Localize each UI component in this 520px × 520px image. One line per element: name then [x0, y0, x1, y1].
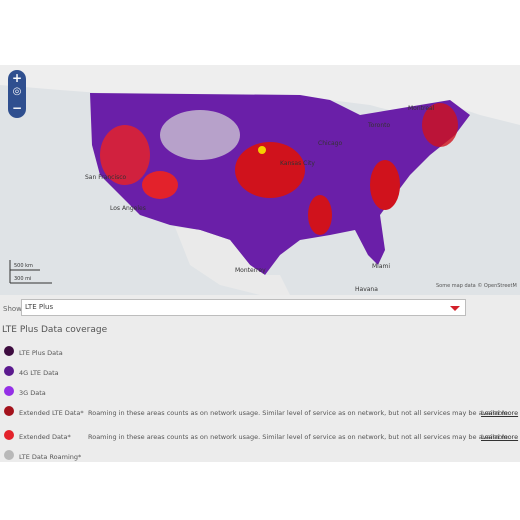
- city-label: Kansas City: [280, 160, 315, 167]
- coverage-extended: [100, 125, 150, 185]
- coverage-extended: [235, 142, 305, 198]
- city-label: Havana: [355, 286, 378, 293]
- coverage-extended: [370, 160, 400, 210]
- legend-label: Extended Data*: [19, 433, 71, 441]
- legend-swatch: [4, 346, 14, 356]
- map-canvas: Montreal Toronto Chicago Kansas City San…: [0, 65, 520, 295]
- city-label: Toronto: [367, 122, 390, 129]
- legend-note: Roaming in these areas counts as on netw…: [88, 433, 511, 441]
- legend-swatch: [4, 406, 14, 416]
- coverage-map[interactable]: Montreal Toronto Chicago Kansas City San…: [0, 65, 520, 295]
- legend-label: 4G LTE Data: [19, 369, 59, 377]
- zoom-out[interactable]: −: [11, 101, 23, 115]
- zoom-in[interactable]: +: [11, 71, 23, 85]
- attribution: Some map data © OpenStreetM: [436, 282, 517, 289]
- city-label: Miami: [372, 263, 390, 270]
- coverage-extended: [422, 103, 458, 147]
- city-label: Monterrey: [235, 267, 266, 274]
- city-label: Montreal: [408, 105, 435, 112]
- city-label: San Francisco: [85, 174, 127, 181]
- legend-list: LTE Plus Data 4G LTE Data 3G Data Extended …: [0, 346, 520, 462]
- legend-item: LTE Plus Data: [0, 346, 520, 360]
- legend-label: LTE Data Roaming*: [19, 453, 82, 461]
- legend-item: 4G LTE Data: [0, 366, 520, 380]
- legend-swatch: [4, 430, 14, 440]
- learn-more-link[interactable]: Learn more: [481, 433, 519, 441]
- zoom-control: + ◎ −: [8, 70, 26, 118]
- legend-item: LTE Data Roaming*: [0, 450, 520, 462]
- legend-title: LTE Plus Data coverage: [2, 325, 108, 335]
- legend-label: Extended LTE Data*: [19, 409, 84, 417]
- no-coverage: [160, 110, 240, 160]
- city-label: Chicago: [318, 140, 342, 147]
- legend-note: Roaming in these areas counts as on netw…: [88, 409, 511, 417]
- filter-label: Show:: [3, 305, 24, 313]
- coverage-extended: [142, 171, 178, 199]
- filter-select[interactable]: LTE Plus: [21, 299, 466, 316]
- legend-panel: [0, 295, 520, 462]
- legend-swatch: [4, 386, 14, 396]
- globe-button[interactable]: ◎: [12, 86, 22, 97]
- learn-more-link[interactable]: Learn more: [481, 409, 519, 417]
- scale-mi: 300 mi: [14, 276, 31, 282]
- legend-label: LTE Plus Data: [19, 349, 63, 357]
- legend-item: 3G Data: [0, 386, 520, 400]
- coverage-extended: [308, 195, 332, 235]
- legend-swatch: [4, 450, 14, 460]
- scale-km: 500 km: [14, 263, 33, 269]
- dropdown-arrow: [450, 306, 460, 311]
- legend-swatch: [4, 366, 14, 376]
- mexico: [175, 227, 290, 295]
- legend-item: Extended Data* Roaming in these areas cou…: [0, 430, 520, 444]
- legend-label: 3G Data: [19, 389, 46, 397]
- filter-value: LTE Plus: [25, 303, 54, 311]
- location-pin[interactable]: [258, 146, 266, 154]
- city-label: Los Angeles: [110, 205, 146, 212]
- legend-item: Extended LTE Data* Roaming in these areas…: [0, 406, 520, 420]
